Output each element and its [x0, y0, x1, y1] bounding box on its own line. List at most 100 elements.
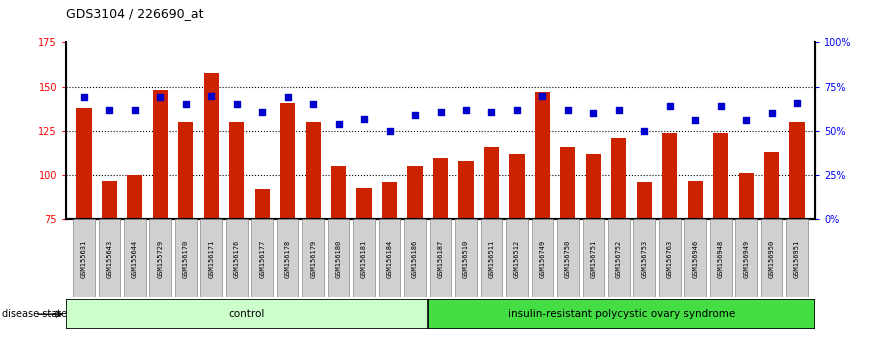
Text: GSM156511: GSM156511 [488, 239, 494, 278]
Bar [306, 122, 321, 219]
Text: GSM155643: GSM155643 [107, 239, 113, 278]
Bar [484, 147, 499, 219]
Bar [152, 90, 168, 219]
FancyBboxPatch shape [251, 219, 273, 297]
FancyBboxPatch shape [455, 219, 477, 297]
Text: GSM156951: GSM156951 [794, 239, 800, 278]
Point [230, 102, 244, 107]
Bar [255, 189, 270, 219]
FancyBboxPatch shape [710, 219, 731, 297]
FancyBboxPatch shape [761, 219, 782, 297]
Point [688, 118, 702, 123]
Text: GSM156176: GSM156176 [233, 239, 240, 278]
Bar [586, 154, 601, 219]
Bar [738, 173, 754, 219]
Text: GSM156753: GSM156753 [641, 239, 648, 278]
FancyBboxPatch shape [277, 219, 299, 297]
Point [663, 103, 677, 109]
Point [459, 107, 473, 113]
Text: GSM156178: GSM156178 [285, 239, 291, 278]
Point [128, 107, 142, 113]
Point [637, 128, 651, 134]
Bar [331, 166, 346, 219]
Point [790, 100, 804, 105]
Bar [407, 166, 423, 219]
Point [561, 107, 575, 113]
Point [611, 107, 626, 113]
Bar [458, 161, 474, 219]
Text: GSM156186: GSM156186 [412, 239, 418, 278]
Bar [611, 138, 626, 219]
Text: GSM156180: GSM156180 [336, 239, 342, 278]
Point [255, 109, 270, 114]
Point [102, 107, 116, 113]
Text: GSM156170: GSM156170 [182, 239, 189, 278]
Point [77, 95, 91, 100]
Point [765, 110, 779, 116]
FancyBboxPatch shape [633, 219, 655, 297]
Bar [663, 133, 677, 219]
Bar [77, 108, 92, 219]
Point [306, 102, 320, 107]
Point [281, 95, 295, 100]
FancyBboxPatch shape [557, 219, 579, 297]
Point [485, 109, 499, 114]
Text: GSM155729: GSM155729 [158, 239, 163, 278]
Point [357, 116, 371, 121]
Text: disease state: disease state [2, 309, 67, 319]
FancyBboxPatch shape [736, 219, 757, 297]
FancyBboxPatch shape [175, 219, 196, 297]
Text: GSM156179: GSM156179 [310, 239, 316, 278]
FancyBboxPatch shape [226, 219, 248, 297]
Bar [535, 92, 550, 219]
Text: GSM156510: GSM156510 [463, 239, 469, 278]
Text: GSM156946: GSM156946 [692, 239, 699, 278]
Text: GSM155631: GSM155631 [81, 239, 87, 278]
Point [510, 107, 524, 113]
Bar [280, 103, 295, 219]
FancyBboxPatch shape [427, 299, 815, 329]
Bar [101, 181, 117, 219]
Point [739, 118, 753, 123]
FancyBboxPatch shape [99, 219, 120, 297]
Bar [764, 152, 780, 219]
FancyBboxPatch shape [379, 219, 400, 297]
Text: GSM156751: GSM156751 [590, 239, 596, 278]
Text: GSM156177: GSM156177 [259, 239, 265, 278]
FancyBboxPatch shape [531, 219, 553, 297]
FancyBboxPatch shape [786, 219, 808, 297]
Text: GDS3104 / 226690_at: GDS3104 / 226690_at [66, 7, 204, 20]
FancyBboxPatch shape [608, 219, 630, 297]
Point [153, 95, 167, 100]
FancyBboxPatch shape [659, 219, 680, 297]
Text: insulin-resistant polycystic ovary syndrome: insulin-resistant polycystic ovary syndr… [507, 309, 735, 319]
Text: GSM156512: GSM156512 [514, 239, 520, 278]
FancyBboxPatch shape [353, 219, 375, 297]
Point [714, 103, 728, 109]
Text: GSM156752: GSM156752 [616, 239, 622, 278]
FancyBboxPatch shape [73, 219, 95, 297]
Bar [560, 147, 575, 219]
FancyBboxPatch shape [582, 219, 604, 297]
Bar [204, 73, 218, 219]
Bar [357, 188, 372, 219]
FancyBboxPatch shape [328, 219, 350, 297]
Text: GSM156763: GSM156763 [667, 239, 673, 278]
FancyBboxPatch shape [150, 219, 171, 297]
Bar [637, 182, 652, 219]
Point [382, 128, 396, 134]
Bar [178, 122, 194, 219]
Bar [789, 122, 804, 219]
Bar [509, 154, 524, 219]
FancyBboxPatch shape [201, 219, 222, 297]
FancyBboxPatch shape [685, 219, 706, 297]
Bar [713, 133, 729, 219]
Bar [687, 181, 703, 219]
FancyBboxPatch shape [66, 299, 427, 329]
Text: GSM155644: GSM155644 [132, 239, 137, 278]
FancyBboxPatch shape [506, 219, 528, 297]
Text: GSM156749: GSM156749 [539, 239, 545, 278]
Text: GSM156184: GSM156184 [387, 239, 393, 278]
Point [331, 121, 345, 127]
Point [408, 112, 422, 118]
